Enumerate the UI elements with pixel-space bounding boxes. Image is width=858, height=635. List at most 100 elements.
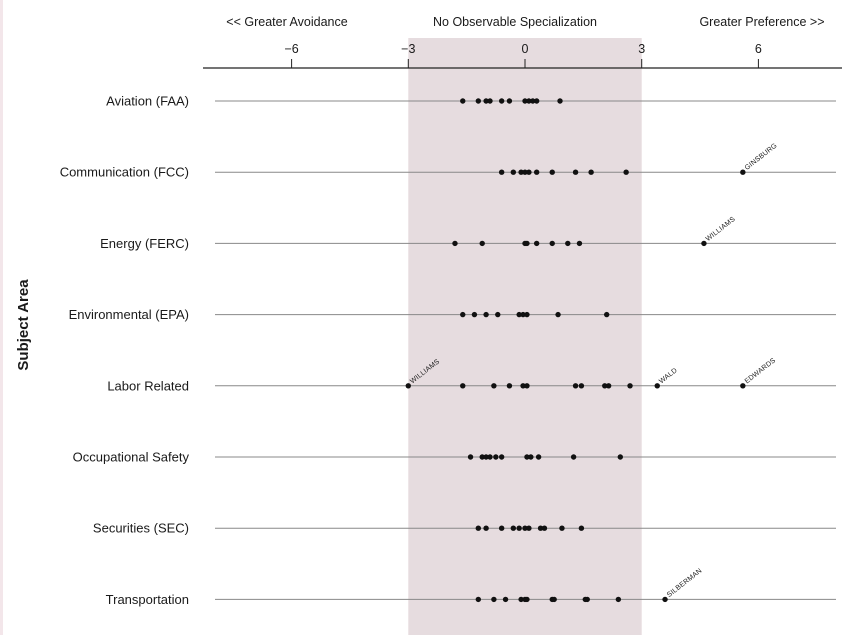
data-point xyxy=(475,596,482,603)
header-greater-preference: Greater Preference >> xyxy=(699,15,824,29)
data-point xyxy=(498,525,505,531)
point-annotation: EDWARDS xyxy=(744,357,778,385)
data-point xyxy=(516,311,522,318)
data-point xyxy=(493,454,499,460)
data-point xyxy=(524,311,530,318)
data-point xyxy=(487,454,493,460)
data-point xyxy=(498,454,505,460)
data-point xyxy=(460,383,466,389)
data-point xyxy=(520,311,526,318)
data-point xyxy=(510,525,517,531)
data-point xyxy=(460,311,466,318)
data-point xyxy=(526,169,532,175)
header-no-observable-specialization: No Observable Specialization xyxy=(433,15,597,29)
data-point xyxy=(578,525,585,531)
data-point xyxy=(627,383,633,389)
data-point xyxy=(479,240,485,247)
data-point xyxy=(576,240,583,247)
data-point xyxy=(405,383,411,389)
data-point xyxy=(495,311,501,318)
data-point xyxy=(603,311,610,318)
category-label: Transportation xyxy=(106,592,189,607)
data-point xyxy=(572,383,579,389)
data-point xyxy=(483,454,489,460)
data-point xyxy=(452,240,458,247)
y-axis-label: Subject Area xyxy=(15,279,32,371)
data-point xyxy=(530,98,536,104)
data-point xyxy=(518,596,524,603)
data-point xyxy=(578,383,585,389)
category-label: Occupational Safety xyxy=(73,450,190,465)
x-tick-label: 3 xyxy=(638,42,645,56)
data-point xyxy=(506,383,513,389)
data-point xyxy=(526,98,532,104)
left-edge-strip xyxy=(0,0,3,635)
data-point xyxy=(654,383,660,389)
x-tick-label: 0 xyxy=(522,42,529,56)
data-point xyxy=(557,98,563,104)
data-point xyxy=(572,169,579,175)
point-annotation: SILBERMAN xyxy=(666,567,704,599)
category-label: Aviation (FAA) xyxy=(106,94,189,109)
data-point xyxy=(535,454,542,460)
data-point xyxy=(602,383,608,389)
data-point xyxy=(506,98,513,104)
point-annotation: WILLIAMS xyxy=(705,216,737,243)
data-point xyxy=(584,596,590,603)
data-point xyxy=(471,311,478,318)
x-tick-label: 6 xyxy=(755,42,762,56)
point-annotation: GINSBURG xyxy=(744,142,779,171)
data-point xyxy=(524,383,530,389)
data-point xyxy=(615,596,622,603)
data-point xyxy=(526,525,532,531)
data-point xyxy=(502,596,509,603)
data-point xyxy=(533,98,540,104)
x-tick-label: −3 xyxy=(401,42,415,56)
data-point xyxy=(510,169,517,175)
data-point xyxy=(605,383,612,389)
category-label: Energy (FERC) xyxy=(100,236,189,251)
data-point xyxy=(570,454,577,460)
data-point xyxy=(524,596,530,603)
data-point xyxy=(522,98,528,104)
data-point xyxy=(475,98,482,104)
data-point xyxy=(520,383,526,389)
data-point xyxy=(483,98,489,104)
data-point xyxy=(533,169,540,175)
data-point xyxy=(565,240,571,247)
data-point xyxy=(533,240,540,247)
no-specialization-band xyxy=(408,38,642,635)
data-points xyxy=(405,98,746,603)
data-point xyxy=(460,98,466,104)
data-point xyxy=(537,525,544,531)
header-greater-avoidance: << Greater Avoidance xyxy=(226,15,347,29)
data-point xyxy=(701,240,707,247)
data-point xyxy=(588,169,594,175)
data-point xyxy=(528,454,534,460)
category-label: Securities (SEC) xyxy=(93,521,189,536)
data-point xyxy=(549,169,555,175)
data-point xyxy=(740,383,746,389)
data-point xyxy=(522,169,528,175)
data-point xyxy=(662,596,668,603)
point-annotation: WALD xyxy=(658,367,679,385)
category-label: Environmental (EPA) xyxy=(69,307,189,322)
data-point xyxy=(549,240,555,247)
category-label: Communication (FCC) xyxy=(60,165,189,180)
data-point xyxy=(516,525,522,531)
data-point xyxy=(498,98,505,104)
data-point xyxy=(491,383,497,389)
x-axis-ticks: −6 −3 0 3 6 xyxy=(284,42,762,68)
data-point xyxy=(498,169,505,175)
data-point xyxy=(551,596,557,603)
data-point xyxy=(491,596,497,603)
data-point xyxy=(555,311,561,318)
data-point xyxy=(524,454,530,460)
data-point xyxy=(617,454,624,460)
data-point xyxy=(623,169,629,175)
data-point xyxy=(475,525,482,531)
data-point xyxy=(740,169,746,175)
data-point xyxy=(559,525,565,531)
data-point xyxy=(479,454,485,460)
